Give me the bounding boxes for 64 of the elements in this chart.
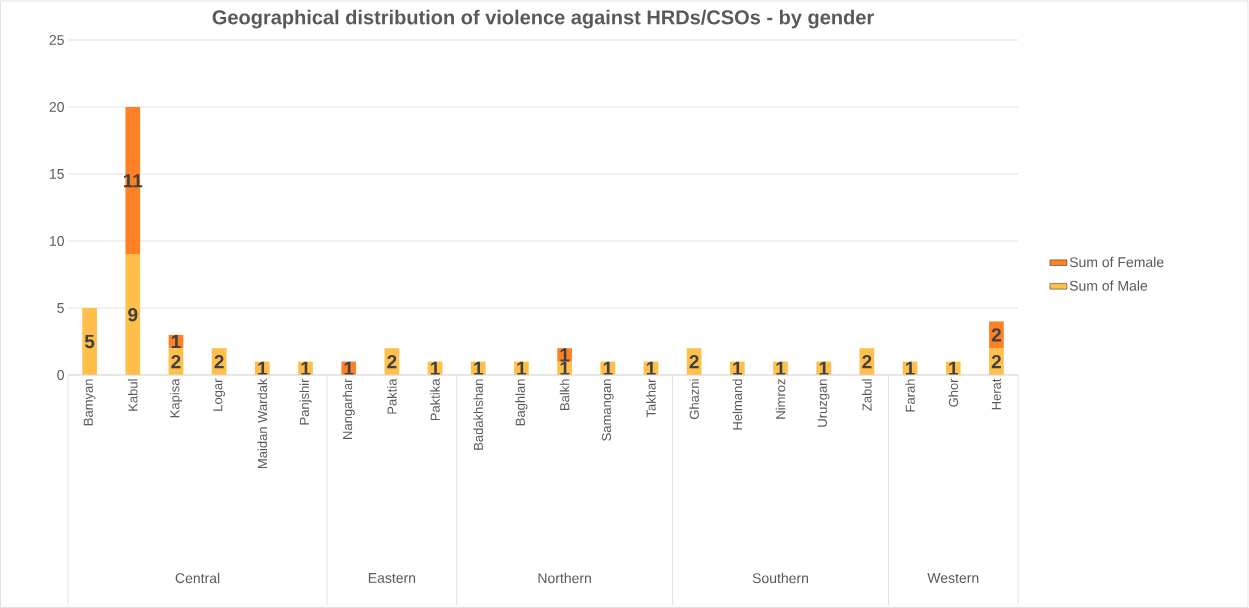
x-tick-label: Paktika (430, 378, 440, 421)
data-label: 1 (819, 361, 829, 375)
data-label: 1 (776, 361, 786, 375)
y-tick-label: 20 (49, 102, 64, 112)
data-label: 1 (646, 361, 656, 375)
x-tick-label: Herat (991, 378, 1001, 410)
y-tick-label: 15 (49, 169, 64, 179)
x-tick-label: Kabul (128, 379, 138, 411)
text: Central (175, 572, 220, 584)
x-tick-label: Maidan Wardak (257, 378, 268, 469)
x-tick-label: Baghlan (515, 379, 528, 426)
data-label: 1 (344, 361, 354, 375)
data-label: 5 (84, 334, 95, 349)
x-tick-label: Bamyan (83, 379, 96, 426)
data-label: 1 (560, 348, 570, 362)
bar (125, 254, 141, 375)
x-tick-label: Badakhshan (473, 379, 484, 450)
x-tick-label: Zabul (862, 379, 872, 411)
data-label: 2 (387, 354, 397, 369)
x-tick-label: Uruzgan (817, 379, 830, 427)
data-label: 9 (128, 307, 138, 322)
data-label: 1 (517, 361, 527, 375)
x-tick-label: Takhar (646, 378, 656, 418)
y-tick-label: 25 (49, 35, 64, 45)
legend-label: Sum of Female (1069, 256, 1164, 268)
bar (125, 107, 141, 255)
data-label: 1 (905, 361, 915, 375)
y-tick-label: 5 (57, 303, 64, 313)
data-label: 2 (991, 328, 1001, 342)
data-label: 1 (301, 361, 311, 375)
x-tick-label: Ghor (948, 378, 959, 407)
x-tick-label: Paktia (387, 378, 397, 414)
data-label: 2 (214, 354, 224, 369)
data-label: 1 (560, 361, 570, 375)
data-label: 2 (171, 354, 181, 369)
x-tick-label: Farah (905, 379, 915, 412)
y-tick-label: 10 (49, 236, 64, 246)
data-label: 1 (430, 361, 440, 375)
x-tick-label: Kapisa (169, 378, 183, 418)
bar (82, 308, 97, 375)
x-tick-label: Nimroz (775, 379, 786, 419)
data-label: 2 (689, 354, 699, 369)
x-tick-label: Nangarhar (342, 378, 355, 439)
x-tick-label: Helmand (732, 379, 743, 430)
chart-title: Geographical distribution of violence against HRDs/CSOs - by gender (212, 9, 874, 29)
data-label: 2 (991, 354, 1001, 369)
text: Northern (538, 572, 591, 584)
x-tick-label: Samangan (601, 379, 614, 441)
data-label: 1 (474, 361, 483, 375)
x-tick-label: Balkh (559, 379, 570, 410)
text: Southern (752, 572, 809, 584)
legend-label: Sum of Male (1069, 280, 1148, 291)
x-tick-label: Panjshir (299, 378, 312, 425)
x-tick-label: Logar (213, 378, 225, 411)
data-label: 1 (603, 361, 613, 375)
data-label: 1 (733, 361, 743, 375)
text: Western (927, 573, 979, 583)
data-label: 1 (949, 361, 958, 375)
data-label: 1 (258, 361, 268, 375)
data-label: 1 (171, 334, 181, 349)
text: Eastern (368, 573, 416, 583)
x-tick-label: Ghazni (689, 379, 699, 420)
data-label: 2 (862, 354, 872, 369)
y-tick-label: 0 (57, 370, 64, 380)
